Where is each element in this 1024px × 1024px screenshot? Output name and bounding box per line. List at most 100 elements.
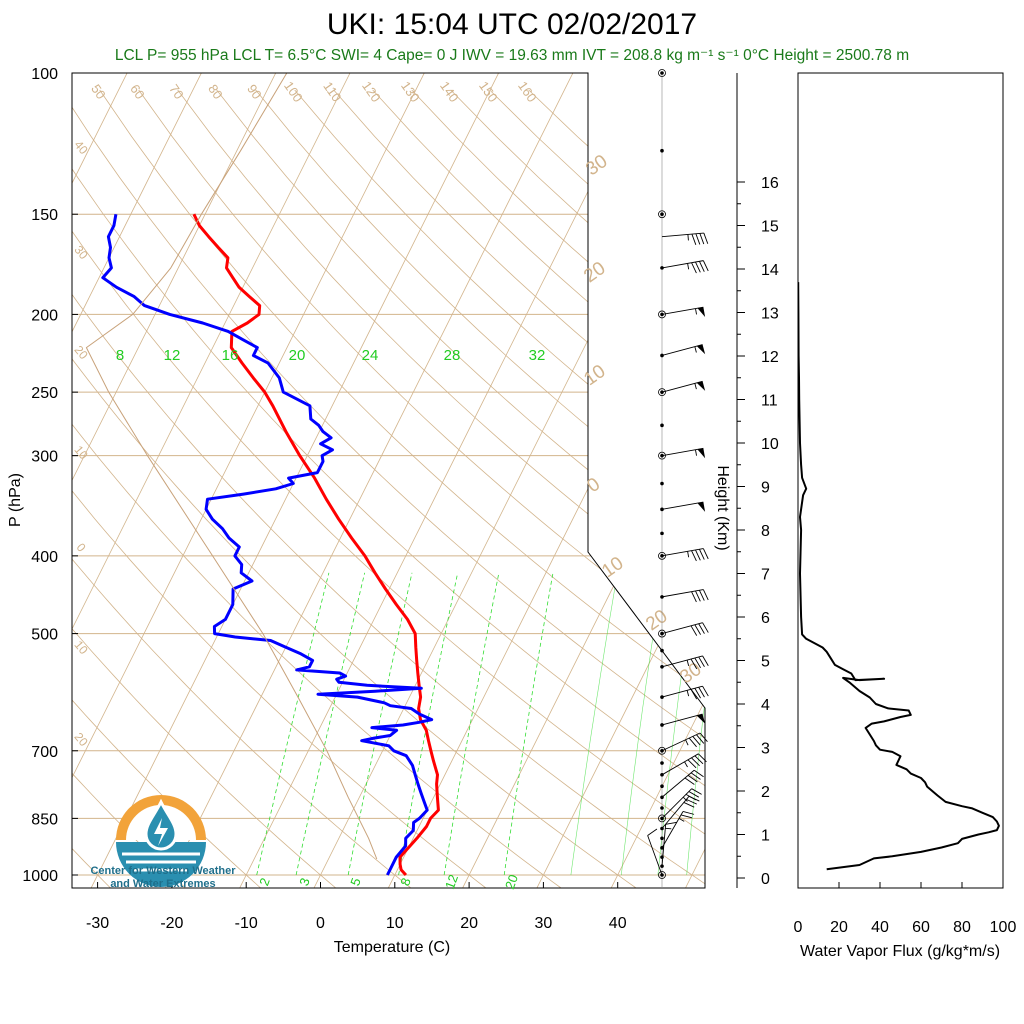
y-tick-label: 200 [31,307,58,324]
dry-adiabat [72,89,705,888]
level-dot [660,648,664,653]
isotherm [534,73,705,888]
level-dot [660,71,664,75]
logo-text: Center for Western Weather and Water Ext… [88,865,238,891]
wind-barb [661,732,708,752]
height-tick-label: 4 [761,697,770,714]
flux-tick-label: 100 [990,919,1017,936]
dry-adiabat [72,89,567,888]
dry-adiabat [72,89,705,888]
logo-line-2: and Water Extremes [110,878,216,890]
mixing-ratio-line [443,572,500,876]
chart-subtitle: LCL P= 955 hPa LCL T= 6.5°C SWI= 4 Cape=… [114,47,910,64]
x-tick-label: 40 [609,915,627,932]
wind-barb [661,260,709,274]
isotherm [72,73,221,888]
isotherm [608,73,705,888]
dry-adiabat-label: 150 [476,79,501,105]
height-tick-label: 7 [761,567,770,584]
y-tick-label: 700 [31,744,58,761]
level-circle [658,451,666,460]
isotherm-label: 10 [580,361,609,390]
dry-adiabat [72,89,643,888]
height-tick-label: 2 [761,784,770,801]
height-tick-label: 3 [761,741,770,758]
y-tick-label: 150 [31,207,58,224]
dry-adiabat-label: 120 [359,79,384,105]
level-dot [660,531,664,536]
dry-adiabat-label: 60 [127,81,148,101]
dry-adiabat [99,89,705,888]
level-dot [660,836,664,841]
height-tick-label: 0 [761,871,770,888]
wind-barb [661,788,702,819]
dry-adiabat [72,89,705,888]
height-axis-label: Height (Km) [714,465,731,550]
wind-barb [661,501,706,512]
y-tick-label: 300 [31,449,58,466]
dry-adiabat-label: 70 [166,81,187,101]
dry-adiabat [489,89,705,888]
adiabat-label: 40 [71,138,91,157]
height-tick-label: 10 [761,436,779,453]
level-circle [658,388,666,397]
wind-barb [661,753,707,776]
y-axis-label: P (hPa) [7,473,24,527]
level-dot [660,784,664,789]
level-dot [660,312,664,317]
moist-adiabat [570,377,654,876]
height-tick-label: 5 [761,654,770,671]
adiabat-label: 30 [71,243,91,262]
y-tick-label: 250 [31,385,58,402]
flux-tick-label: 20 [830,919,848,936]
isotherm [72,73,369,888]
mixing-ratio-label: 20 [289,347,306,364]
chart-title: UKI: 15:04 UTC 02/02/2017 [326,8,698,41]
isotherm-label: 10 [598,553,627,582]
mixing-ratio-label: 12 [442,872,461,891]
x-tick-label: 20 [460,915,478,932]
dry-adiabat [216,89,705,888]
dry-adiabat-label: 80 [205,81,226,101]
x-tick-label: -30 [86,915,109,932]
logo-line-1: Center for Western Weather [90,865,236,877]
parcel-line [85,73,378,860]
level-dot [660,761,664,765]
adiabat-label: 0 [74,540,89,554]
adiabat-label: 10 [71,443,91,462]
level-circle [658,814,666,823]
pressure-axis: 100 150 200 250 300 400 500 700 850 1000 [22,66,78,885]
mixing-ratio-label: 3 [296,876,313,888]
height-tick-label: 14 [761,262,779,279]
height-tick-label: 16 [761,175,779,192]
dry-adiabat [294,89,705,888]
y-tick-label: 1000 [22,868,58,885]
level-circle [658,746,666,755]
mixing-ratio-label: 2 [256,876,273,888]
x-tick-label: -10 [235,915,258,932]
isotherm-label: 30 [582,151,611,180]
wind-barb [647,828,663,876]
height-tick-label: 12 [761,349,779,366]
isotherm [683,73,705,888]
wind-barb [661,713,706,726]
adiabat-label: 10 [71,638,91,657]
y-tick-label: 400 [31,549,58,566]
mixing-ratio-label: 32 [529,347,546,364]
mixing-ratio-label: 12 [164,347,181,364]
dry-adiabat [177,89,705,888]
flux-frame [797,72,1004,889]
level-circle [658,310,666,319]
flux-tick-label: 60 [912,919,930,936]
dry-adiabat-label: 100 [281,79,306,105]
flux-tick-label: 80 [953,919,971,936]
dry-adiabat [72,89,341,888]
mixing-ratio-label: 20 [502,872,521,891]
height-tick-label: 15 [761,219,779,236]
cw3e-logo [116,795,206,887]
dry-adiabat-label: 50 [88,81,109,101]
moist-adiabat [686,377,705,876]
height-tick-label: 6 [761,610,770,627]
dry-adiabat [255,89,705,888]
isotherm [311,73,705,888]
